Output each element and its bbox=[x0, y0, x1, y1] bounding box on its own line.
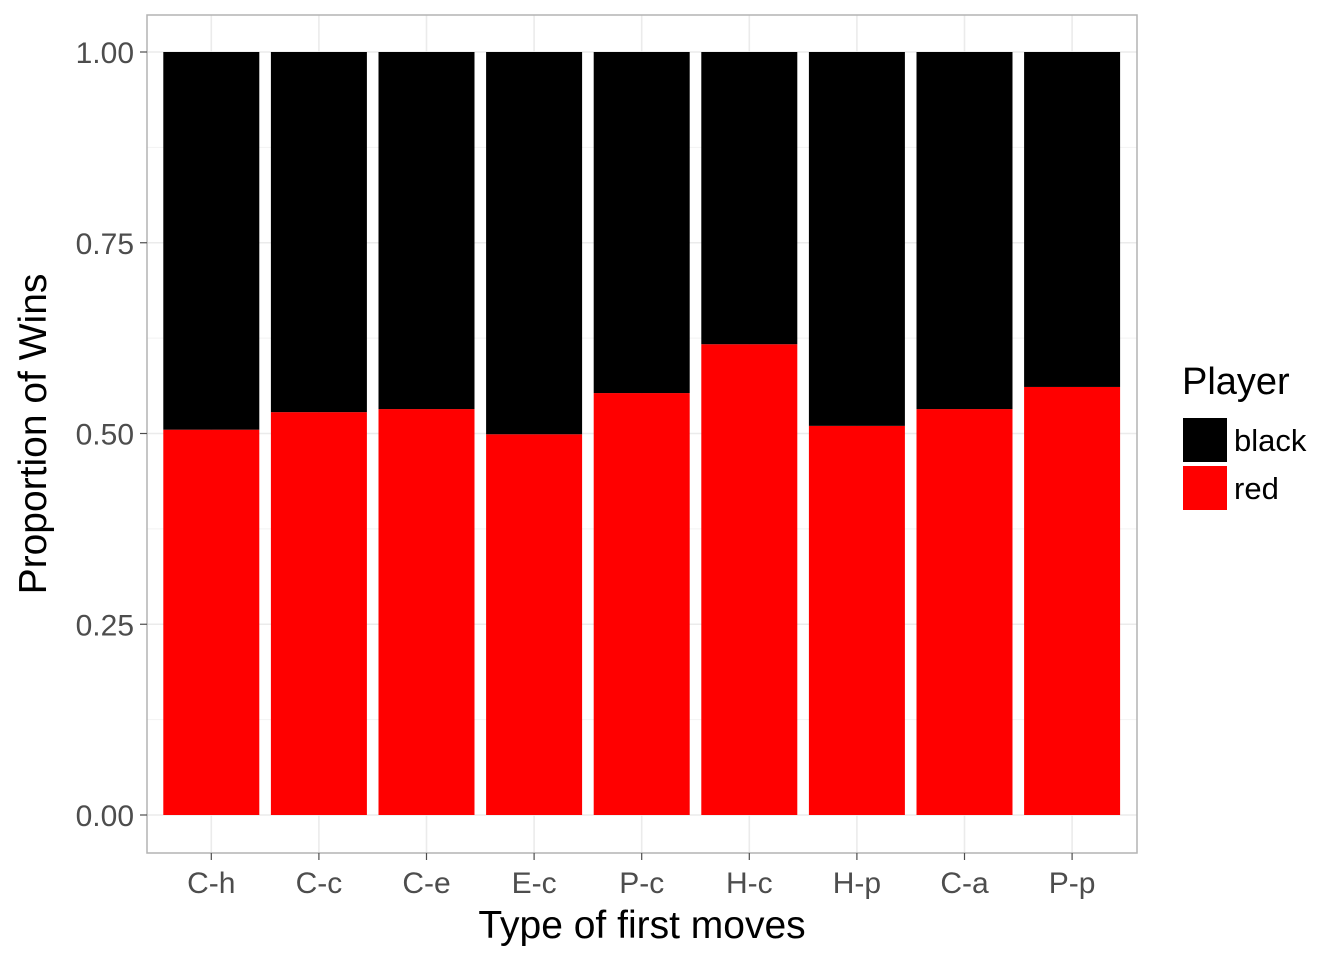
axes: 0.00 0.25 0.50 0.75 1.00 C-h C-c C-e E-c P-c H-c H-… bbox=[76, 37, 1096, 900]
y-tick-label: 0.00 bbox=[76, 800, 134, 833]
bar-red-P-p bbox=[1024, 386, 1121, 815]
bar-black-H-p bbox=[808, 52, 905, 426]
y-tick-label: 0.50 bbox=[76, 419, 134, 452]
legend-label-black: black bbox=[1234, 423, 1307, 458]
legend: Player black red bbox=[1182, 361, 1307, 510]
x-tick-label: C-a bbox=[940, 867, 989, 900]
bar-red-P-c bbox=[593, 393, 690, 815]
bar-black-C-e bbox=[378, 52, 475, 410]
y-tick-label: 1.00 bbox=[76, 37, 134, 70]
bar-red-C-a bbox=[916, 409, 1013, 815]
bar-black-C-a bbox=[916, 52, 1013, 410]
legend-label-red: red bbox=[1234, 471, 1279, 506]
bar-red-E-c bbox=[486, 434, 583, 815]
legend-key-black bbox=[1183, 418, 1227, 462]
bar-black-C-c bbox=[270, 52, 367, 413]
x-tick-label: H-c bbox=[726, 867, 773, 900]
bar-red-H-c bbox=[701, 344, 798, 815]
bar-black-P-c bbox=[593, 52, 690, 394]
bar-black-C-h bbox=[163, 52, 260, 430]
bars bbox=[163, 52, 1121, 815]
bar-red-C-e bbox=[378, 409, 475, 815]
bar-black-P-p bbox=[1024, 52, 1121, 387]
bar-black-E-c bbox=[486, 52, 583, 435]
x-axis-title: Type of first moves bbox=[478, 904, 805, 947]
x-tick-label: C-e bbox=[402, 867, 450, 900]
x-tick-label: H-p bbox=[833, 867, 881, 900]
x-tick-label: C-h bbox=[187, 867, 235, 900]
y-tick-label: 0.75 bbox=[76, 228, 134, 261]
y-axis-title: Proportion of Wins bbox=[12, 274, 55, 595]
x-tick-label: E-c bbox=[512, 867, 557, 900]
x-tick-label: P-c bbox=[619, 867, 664, 900]
legend-title: Player bbox=[1182, 361, 1290, 403]
x-tick-label: P-p bbox=[1049, 867, 1096, 900]
bar-red-H-p bbox=[808, 425, 905, 815]
bar-black-H-c bbox=[701, 52, 798, 345]
bar-red-C-h bbox=[163, 429, 260, 815]
legend-key-red bbox=[1183, 466, 1227, 510]
x-tick-label: C-c bbox=[296, 867, 343, 900]
y-tick-label: 0.25 bbox=[76, 609, 134, 642]
bar-red-C-c bbox=[270, 412, 367, 815]
